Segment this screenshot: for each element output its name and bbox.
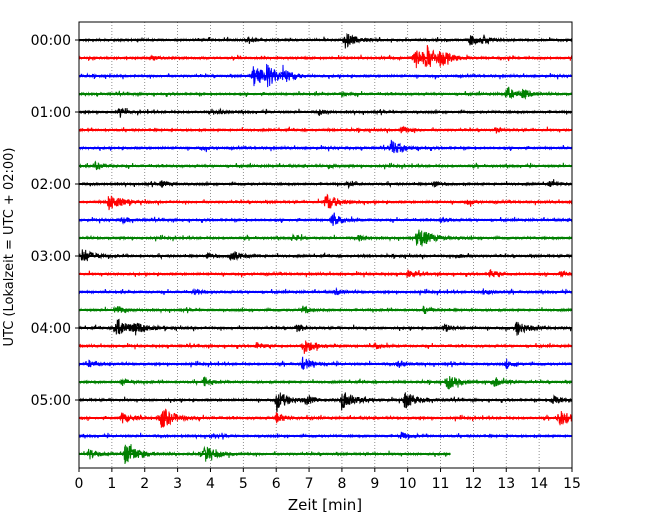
- y-tick-label: 00:00: [31, 33, 71, 49]
- x-tick-label: 1: [107, 476, 116, 492]
- trace-line: [78, 86, 573, 100]
- y-tick-label: 04:00: [31, 321, 71, 337]
- trace-line: [78, 32, 573, 49]
- trace-line: [78, 139, 573, 154]
- x-tick-label: 10: [399, 476, 417, 492]
- x-gridlines: [111, 22, 540, 468]
- x-tick-label: 0: [75, 476, 84, 492]
- trace-line: [78, 340, 573, 354]
- y-axis-label: UTC (Lokalzeit = UTC + 02:00): [2, 148, 17, 347]
- x-tick-label: 6: [272, 476, 281, 492]
- x-tick-label: 9: [370, 476, 379, 492]
- trace-group: [78, 32, 573, 464]
- y-tick-label: 05:00: [31, 393, 71, 409]
- y-tick-label: 02:00: [31, 177, 71, 193]
- plot-frame: [78, 21, 573, 469]
- x-axis-label: Zeit [min]: [288, 496, 362, 514]
- x-axis: 0 1 2 3 4 5 6 7 8 9 10 11 12 13 14 15: [75, 468, 581, 492]
- x-tick-label: 5: [239, 476, 248, 492]
- x-tick-label: 8: [337, 476, 346, 492]
- x-tick-label: 2: [140, 476, 149, 492]
- trace-line: [78, 45, 573, 69]
- y-tick-label: 03:00: [31, 249, 71, 265]
- y-axis: 00:00 01:00 02:00 03:00 04:00 05:00: [31, 33, 79, 409]
- x-tick-label: 11: [432, 476, 450, 492]
- x-tick-label: 15: [563, 476, 581, 492]
- trace-line: [78, 392, 573, 413]
- x-tick-label: 3: [173, 476, 182, 492]
- x-tick-label: 14: [530, 476, 548, 492]
- x-tick-label: 4: [206, 476, 215, 492]
- x-tick-label: 13: [497, 476, 515, 492]
- x-tick-label: 12: [464, 476, 482, 492]
- x-tick-label: 7: [305, 476, 314, 492]
- y-tick-label: 01:00: [31, 105, 71, 121]
